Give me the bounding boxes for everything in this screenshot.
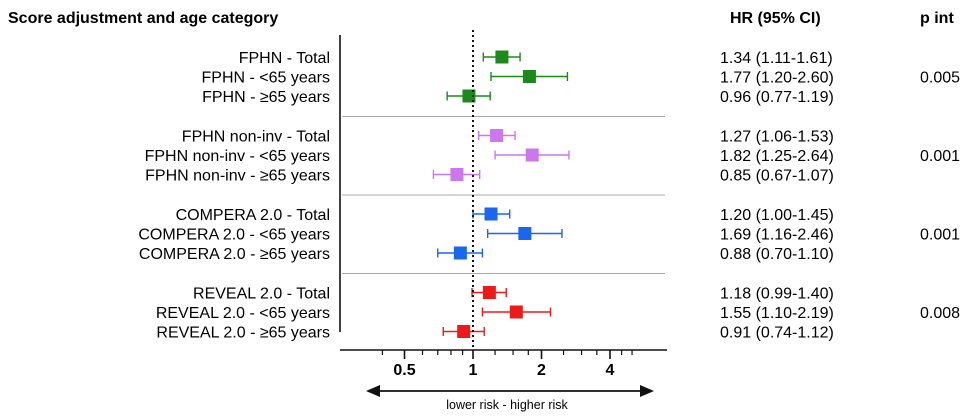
row-label: FPHN - Total xyxy=(239,50,330,67)
header-hr-title: HR (95% CI) xyxy=(730,10,821,27)
hr-point-marker xyxy=(450,168,464,181)
p-int-value: 0.005 xyxy=(920,70,960,87)
row-label: REVEAL 2.0 - <65 years xyxy=(156,305,330,322)
hr-ci-value: 1.82 (1.25-2.64) xyxy=(720,148,834,165)
p-int-value: 0.001 xyxy=(920,227,960,244)
row-label: COMPERA 2.0 - Total xyxy=(176,207,330,224)
hr-point-marker xyxy=(484,207,498,221)
row-label: FPHN - ≥65 years xyxy=(202,89,330,106)
hr-point-marker xyxy=(462,89,476,103)
hr-point-marker xyxy=(490,129,504,142)
hr-ci-value: 0.91 (0.74-1.12) xyxy=(720,325,834,342)
hr-point-marker xyxy=(482,286,496,299)
x-tick-label: 1 xyxy=(469,362,478,379)
x-tick-label: 4 xyxy=(606,362,615,379)
p-int-value: 0.001 xyxy=(920,148,960,165)
hr-point-marker xyxy=(518,227,532,240)
row-label: FPHN non-inv - Total xyxy=(182,129,330,146)
hr-point-marker xyxy=(509,305,523,319)
x-tick-label: 2 xyxy=(537,362,546,379)
hr-ci-value: 1.77 (1.20-2.60) xyxy=(720,70,834,87)
row-label: REVEAL 2.0 - ≥65 years xyxy=(156,325,330,342)
arrow-head-left xyxy=(366,385,380,397)
plot-area: FPHN - Total 1.34 (1.11-1.61) FPHN - <65 y… xyxy=(138,30,960,350)
hr-point-marker xyxy=(525,148,539,162)
row-label: FPHN non-inv - ≥65 years xyxy=(145,168,330,185)
header-group-title: Score adjustment and age category xyxy=(8,10,278,27)
hr-ci-value: 1.18 (0.99-1.40) xyxy=(720,286,834,303)
x-direction-label: lower risk - higher risk xyxy=(446,398,568,412)
header-pint-title: p int xyxy=(920,10,954,27)
row-label: COMPERA 2.0 - ≥65 years xyxy=(139,246,330,263)
row-label: COMPERA 2.0 - <65 years xyxy=(138,227,330,244)
hr-ci-value: 1.69 (1.16-2.46) xyxy=(720,227,834,244)
hr-ci-value: 1.55 (1.10-2.19) xyxy=(720,305,834,322)
hr-point-marker xyxy=(453,246,467,260)
row-label: REVEAL 2.0 - Total xyxy=(193,286,330,303)
row-label: FPHN non-inv - <65 years xyxy=(145,148,330,165)
hr-ci-value: 1.27 (1.06-1.53) xyxy=(720,129,834,146)
hr-ci-value: 1.20 (1.00-1.45) xyxy=(720,207,834,224)
hr-point-marker xyxy=(495,50,509,64)
row-label: FPHN - <65 years xyxy=(202,70,330,87)
arrow-head-right xyxy=(640,385,654,397)
x-tick-label: 0.5 xyxy=(393,362,415,379)
hr-ci-value: 0.88 (0.70-1.10) xyxy=(720,246,834,263)
hr-ci-value: 0.85 (0.67-1.07) xyxy=(720,168,834,185)
hr-ci-value: 0.96 (0.77-1.19) xyxy=(720,89,834,106)
hr-point-marker xyxy=(457,325,471,338)
p-int-value: 0.008 xyxy=(920,305,960,322)
x-axis: 0.5 1 2 4 xyxy=(339,35,667,397)
hr-ci-value: 1.34 (1.11-1.61) xyxy=(720,50,833,67)
hr-point-marker xyxy=(522,70,536,83)
